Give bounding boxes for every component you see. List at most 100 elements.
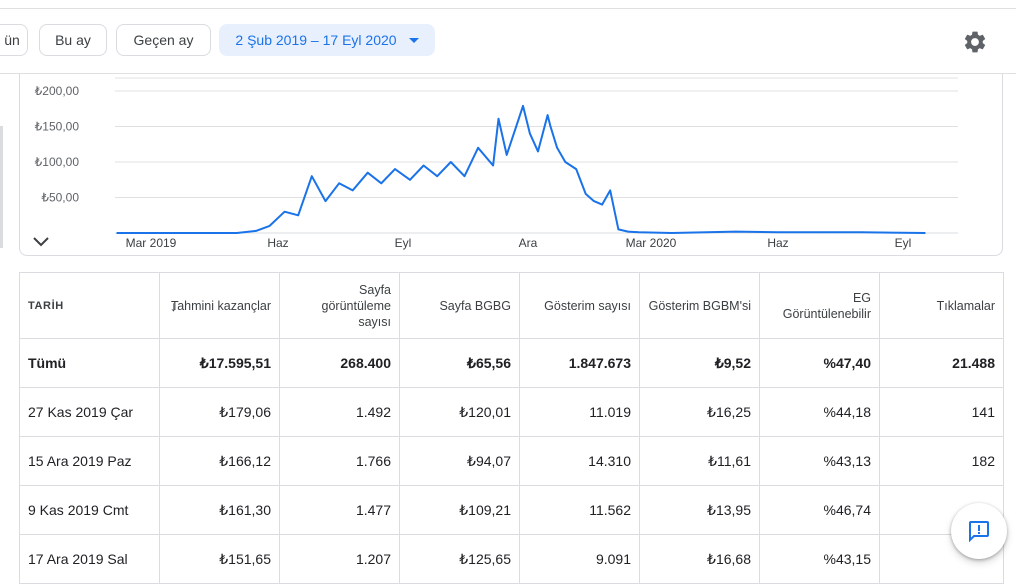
data-point [575,168,577,170]
data-point [638,231,640,234]
data-point [214,232,216,234]
data-point [463,175,466,177]
column-header-earnings[interactable]: ↓ Tahmini kazançlar [159,272,280,339]
table-cell: 14.310 [519,436,640,486]
data-point [593,200,595,202]
table-cell: 9 Kas 2019 Cmt [19,485,160,535]
data-point [546,114,549,116]
data-point [450,161,452,163]
data-point [297,214,300,217]
data-point [422,164,425,167]
table-cell: ₺125,65 [399,534,520,584]
table-cell: 11.019 [519,387,640,437]
earnings-line-chart: ₺200,00 ₺150,00 ₺100,00 ₺50,00 Mar 2019 Haz Ey… [35,77,958,250]
data-point [601,203,603,206]
data-point [860,231,862,234]
chip-last-month[interactable]: Geçen ay [116,24,211,56]
data-point [734,230,737,233]
table-cell: 17 Ara 2019 Sal [19,534,160,584]
data-point [409,179,411,181]
data-point [351,189,354,192]
data-point [492,164,494,167]
table-cell: 268.400 [279,338,400,388]
x-tick-label: Haz [767,236,788,250]
data-point [366,171,369,174]
top-divider [0,8,1016,9]
table-cell: 1.477 [279,485,400,535]
table-row[interactable]: 15 Ara 2019 Paz ₺166,12 1.766 ₺94,07 14.310 ₺… [19,436,1004,486]
data-point [497,117,500,120]
data-point [515,125,517,128]
data-point [777,231,779,234]
table-cell: ₺179,06 [159,387,280,437]
data-point [627,230,629,233]
table-cell: ₺16,68 [639,534,760,584]
chip-today[interactable]: ün [0,24,28,56]
arrow-down-icon: ↓ [170,298,177,314]
table-cell: ₺109,21 [399,485,520,535]
column-header-active-view[interactable]: EG Görüntülenebilir [759,272,880,339]
table-cell: 141 [879,387,1004,437]
data-point [116,232,118,234]
table-cell: 1.847.673 [519,338,640,388]
table-cell: %47,40 [759,338,880,388]
data-point [153,232,155,234]
date-range-label: 2 Şub 2019 – 17 Eyl 2020 [235,32,397,48]
data-point [505,154,508,156]
table-row[interactable]: 9 Kas 2019 Cmt ₺161,30 1.477 ₺109,21 11.562 ₺… [19,485,1004,535]
date-filter-toolbar: ün Bu ay Geçen ay 2 Şub 2019 – 17 Eyl 20… [0,24,1016,58]
table-cell: ₺151,65 [159,534,280,584]
earnings-chart-card [19,73,1003,256]
chevron-down-icon[interactable] [31,234,51,250]
column-header-label: Tahmini kazançlar [170,298,271,313]
table-cell: ₺17.595,51 [159,338,280,388]
column-header-impression-rpm[interactable]: Gösterim BGBM'si [639,272,760,339]
x-tick-label: Eyl [895,236,912,250]
table-cell: 1.492 [279,387,400,437]
data-point [564,161,567,163]
table-row[interactable]: 17 Ara 2019 Sal ₺151,65 1.207 ₺125,65 9.091 ₺… [19,534,1004,584]
x-tick-label: Eyl [395,236,412,250]
feedback-icon [969,521,989,543]
chip-this-month[interactable]: Bu ay [39,24,107,56]
x-tick-label: Haz [267,236,288,250]
column-header-page-views[interactable]: Sayfa görüntüleme sayısı [279,272,400,339]
table-cell: 21.488 [879,338,1004,388]
column-header-page-rpm[interactable]: Sayfa BGBG [399,272,520,339]
data-point [283,210,286,213]
table-cell: ₺120,01 [399,387,520,437]
data-point [236,232,238,234]
y-tick-label: ₺200,00 [35,84,80,98]
table-cell: ₺161,30 [159,485,280,535]
gear-icon[interactable] [962,29,988,55]
data-point [311,175,313,177]
data-point [380,182,383,185]
table-cell: ₺94,07 [399,436,520,486]
table-cell: 182 [879,436,1004,486]
y-tick-label: ₺100,00 [35,155,80,169]
table-row[interactable]: 27 Kas 2019 Çar ₺179,06 1.492 ₺120,01 11.019… [19,387,1004,437]
column-header-clicks[interactable]: Tıklamalar [879,272,1004,339]
data-point [556,147,558,149]
x-tick-label: Mar 2020 [626,236,677,250]
data-point [268,225,271,227]
x-tick-label: Mar 2019 [126,236,177,250]
table-cell: %43,13 [759,436,880,486]
data-point [324,200,327,202]
date-range-picker[interactable]: 2 Şub 2019 – 17 Eyl 2020 [219,24,435,56]
data-point [394,168,396,170]
table-cell: %46,74 [759,485,880,535]
data-point [255,230,257,232]
table-cell: 9.091 [519,534,640,584]
column-header-date[interactable]: TARİH [19,272,160,339]
data-point [436,175,439,177]
data-point [924,232,926,234]
data-point [549,125,552,127]
table-cell: %44,18 [759,387,880,437]
table-cell: 11.562 [519,485,640,535]
x-tick-label: Ara [519,236,538,250]
table-header-row: TARİH ↓ Tahmini kazançlar Sayfa görüntül… [19,272,1004,339]
column-header-impressions[interactable]: Gösterim sayısı [519,272,640,339]
feedback-button[interactable] [951,503,1007,559]
scroll-indicator [0,126,3,248]
